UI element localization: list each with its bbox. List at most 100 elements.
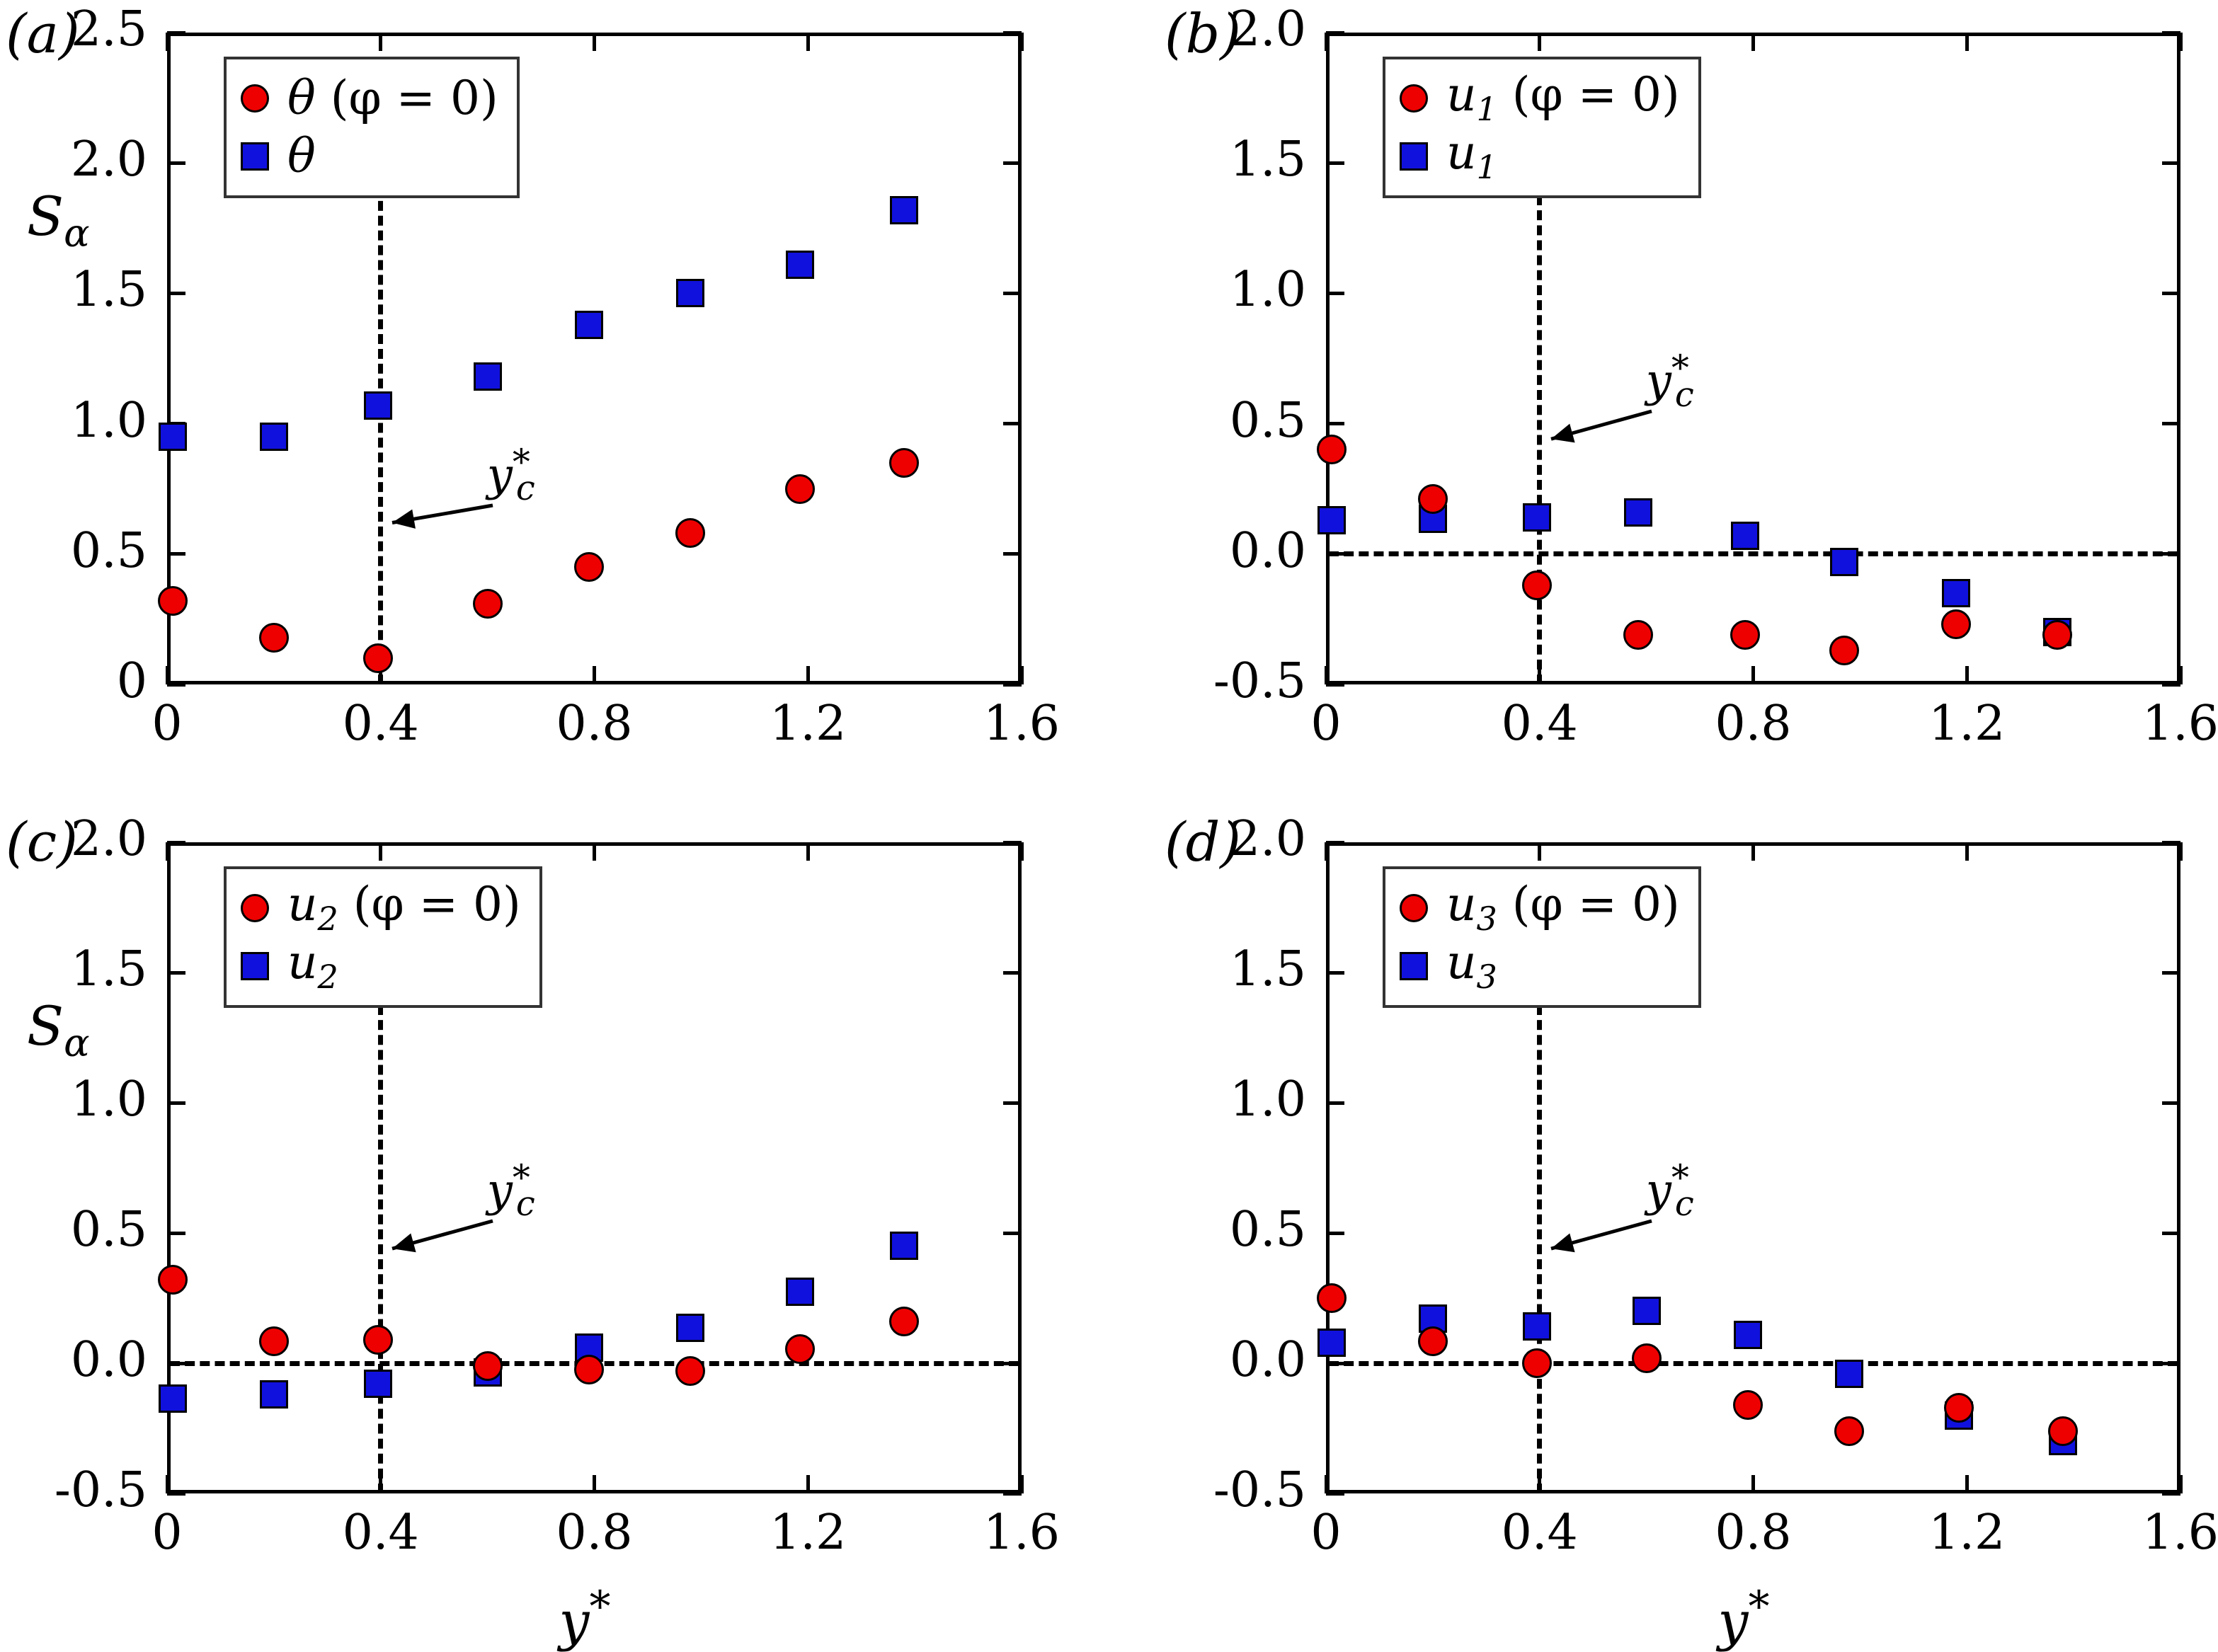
xtick-label-a-4: 1.6 [983, 696, 1061, 752]
ytick-mark-right-a-3 [1003, 291, 1022, 295]
xtick-mark-top-c-2 [593, 842, 596, 861]
ytick-mark-c-5 [167, 840, 185, 844]
legend-circle-marker-icon [241, 894, 269, 922]
xtick-label-c-3: 1.2 [770, 1505, 847, 1561]
legend-label-d-1: u3 [1446, 934, 1497, 997]
legend-item-d-1[interactable]: u3 [1400, 937, 1680, 995]
ytick-mark-b-4 [1326, 161, 1344, 165]
legend-item-a-0[interactable]: θ (φ = 0) [241, 69, 498, 127]
ytick-mark-right-d-5 [2162, 840, 2180, 844]
data-point-b-series1-2 [1522, 503, 1551, 532]
data-point-d-series0-6 [1943, 1392, 1974, 1423]
xtick-label-d-1: 0.4 [1501, 1505, 1578, 1561]
xtick-label-c-4: 1.6 [983, 1505, 1061, 1561]
x-axis-label-d: y* [1717, 1582, 1770, 1652]
ytick-mark-right-c-0 [1003, 1491, 1022, 1496]
xtick-mark-d-3 [1965, 1475, 1969, 1493]
data-point-a-series1-4 [574, 310, 603, 339]
xtick-label-a-1: 0.4 [342, 696, 419, 752]
data-point-b-series0-5 [1829, 636, 1859, 666]
xtick-mark-c-3 [806, 1475, 810, 1493]
legend-item-c-0[interactable]: u2 (φ = 0) [241, 879, 521, 937]
legend-item-c-1[interactable]: u2 [241, 937, 521, 995]
data-point-b-series0-3 [1623, 620, 1654, 650]
xtick-mark-top-d-2 [1751, 842, 1755, 861]
data-point-a-series1-7 [890, 195, 919, 224]
ytick-mark-c-0 [167, 1491, 185, 1496]
legend-item-b-1[interactable]: u1 [1400, 127, 1680, 185]
xtick-mark-c-4 [1019, 1475, 1024, 1493]
data-point-d-series0-4 [1732, 1389, 1763, 1420]
xtick-mark-top-a-4 [1019, 33, 1024, 51]
ytick-label-d-4: 1.5 [1229, 941, 1306, 997]
legend-item-b-0[interactable]: u1 (φ = 0) [1400, 69, 1680, 127]
ytick-mark-c-2 [167, 1231, 185, 1235]
data-point-b-series1-4 [1731, 522, 1760, 550]
xtick-label-b-4: 1.6 [2142, 696, 2218, 752]
data-point-c-series0-1 [258, 1326, 289, 1356]
ytick-mark-d-0 [1326, 1491, 1344, 1496]
data-point-a-series0-4 [573, 552, 604, 583]
xtick-mark-a-4 [1019, 666, 1024, 684]
data-point-a-series0-2 [362, 643, 393, 674]
ytick-mark-a-3 [167, 291, 185, 295]
xtick-mark-top-a-3 [806, 33, 810, 51]
data-point-c-series1-7 [890, 1232, 919, 1261]
ytick-label-a-1: 0.5 [70, 522, 147, 579]
ytick-mark-right-d-0 [2162, 1491, 2180, 1496]
ytick-mark-c-3 [167, 1101, 185, 1105]
legend-label-b-0: u1 (φ = 0) [1446, 67, 1680, 129]
ref-line-vertical-b [1537, 195, 1543, 684]
ytick-mark-right-a-4 [1003, 161, 1022, 165]
data-point-d-series0-3 [1631, 1343, 1662, 1373]
legend-circle-marker-icon [1400, 84, 1428, 113]
data-point-c-series0-2 [362, 1324, 393, 1355]
data-point-b-series0-0 [1316, 435, 1347, 465]
xtick-mark-a-2 [593, 666, 596, 684]
data-point-a-series0-5 [675, 518, 706, 549]
ytick-mark-right-d-3 [2162, 1101, 2180, 1105]
ytick-mark-right-a-0 [1003, 682, 1022, 687]
data-point-a-series0-6 [784, 474, 815, 504]
data-point-a-series0-1 [258, 622, 289, 653]
legend-a: θ (φ = 0) θ [224, 57, 520, 198]
ytick-mark-right-a-5 [1003, 30, 1022, 35]
legend-item-a-1[interactable]: θ [241, 127, 498, 185]
x-axis-label-c: y* [559, 1582, 611, 1652]
data-point-d-series0-5 [1834, 1416, 1865, 1446]
xtick-label-d-2: 0.8 [1715, 1505, 1792, 1561]
ytick-label-a-0: 0 [116, 653, 147, 709]
xtick-mark-b-4 [2178, 666, 2183, 684]
data-point-d-series0-7 [2048, 1416, 2079, 1446]
data-point-b-series1-5 [1829, 547, 1858, 576]
annotation-yc-text: y [486, 449, 513, 502]
y-axis-label-a: Sα [27, 185, 90, 256]
legend-label-a-0: θ (φ = 0) [287, 71, 498, 125]
xtick-mark-d-2 [1751, 1475, 1755, 1493]
ytick-label-a-4: 2.0 [70, 132, 147, 188]
xtick-mark-c-2 [593, 1475, 596, 1493]
data-point-c-series0-4 [573, 1355, 604, 1385]
data-point-d-series1-3 [1632, 1297, 1661, 1326]
data-point-c-series0-6 [784, 1333, 815, 1364]
ref-line-horizontal-b [1329, 551, 2178, 557]
legend-label-a-1: θ [287, 129, 316, 183]
data-point-b-series0-7 [2042, 620, 2073, 650]
xtick-label-a-2: 0.8 [556, 696, 633, 752]
ytick-mark-b-2 [1326, 422, 1344, 426]
ytick-label-d-0: -0.5 [1213, 1462, 1306, 1518]
ytick-mark-b-0 [1326, 682, 1344, 687]
legend-item-d-0[interactable]: u3 (φ = 0) [1400, 879, 1680, 937]
ref-line-vertical-d [1537, 1005, 1543, 1493]
ytick-mark-b-3 [1326, 291, 1344, 295]
legend-square-marker-icon [241, 952, 269, 980]
xtick-mark-top-b-3 [1965, 33, 1969, 51]
ytick-mark-right-a-2 [1003, 422, 1022, 426]
ytick-mark-d-5 [1326, 840, 1344, 844]
ytick-label-d-5: 2.0 [1229, 811, 1306, 867]
ytick-mark-right-d-2 [2162, 1231, 2180, 1235]
legend-square-marker-icon [1400, 952, 1428, 980]
ytick-mark-right-b-4 [2162, 161, 2180, 165]
